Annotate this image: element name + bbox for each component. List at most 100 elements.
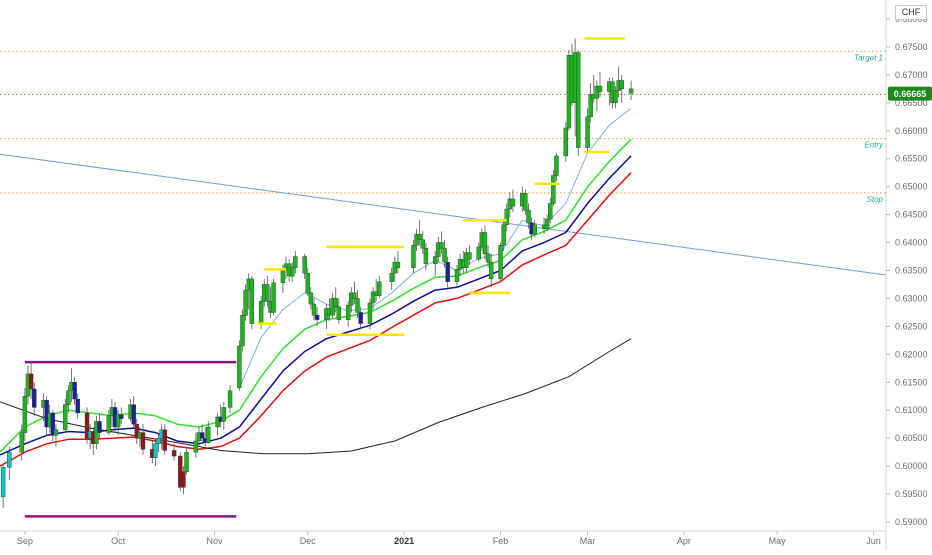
price-tick-label: 0.66000 xyxy=(895,126,928,136)
candle xyxy=(482,225,488,260)
candle xyxy=(395,250,401,274)
candle-body xyxy=(594,85,600,99)
candle-body xyxy=(63,404,68,430)
candle xyxy=(554,153,559,182)
candle-body xyxy=(345,304,351,320)
candles-layer xyxy=(0,38,634,509)
candle-body xyxy=(370,291,376,304)
candle-body xyxy=(563,127,568,157)
candle xyxy=(420,231,425,254)
candle xyxy=(249,276,255,330)
candle xyxy=(423,242,429,271)
candle-body xyxy=(482,232,488,254)
time-tick-label: Apr xyxy=(677,536,691,546)
candle xyxy=(526,203,531,229)
candle xyxy=(50,410,56,441)
candle xyxy=(72,376,77,405)
candle-body xyxy=(349,292,354,306)
candle xyxy=(585,108,590,154)
price-tick-label: 0.60500 xyxy=(895,433,928,443)
candle xyxy=(22,387,28,441)
time-tick-label: Mar xyxy=(580,536,596,546)
price-tick-label: 0.62000 xyxy=(895,349,928,359)
candle-body xyxy=(184,451,189,472)
candle xyxy=(271,278,276,316)
candle-body xyxy=(119,414,124,419)
candle xyxy=(119,407,124,425)
candle-body xyxy=(333,298,338,308)
candle xyxy=(240,309,245,352)
candle-body xyxy=(293,256,298,268)
candle xyxy=(433,250,438,277)
price-tick-label: 0.63500 xyxy=(895,266,928,276)
candle-body xyxy=(336,306,342,320)
candle-body xyxy=(271,282,276,313)
candle-body xyxy=(436,242,441,257)
candle-body xyxy=(206,426,211,443)
candle xyxy=(221,401,227,430)
price-axis[interactable]: 0.680000.675000.670000.665000.660000.655… xyxy=(885,0,932,550)
candle xyxy=(510,189,516,212)
candle-body xyxy=(308,292,314,305)
time-tick-label: Oct xyxy=(111,536,126,546)
candle-body xyxy=(193,440,199,453)
currency-label: CHF xyxy=(895,5,927,20)
price-tick-label: 0.62500 xyxy=(895,321,928,331)
candle xyxy=(131,396,136,427)
candle xyxy=(193,432,199,458)
price-tick-label: 0.60000 xyxy=(895,461,928,471)
time-tick-label: May xyxy=(769,536,787,546)
candle xyxy=(467,245,472,265)
candle xyxy=(0,463,6,509)
candle-body xyxy=(66,390,71,405)
candle-body xyxy=(467,252,472,260)
candle-body xyxy=(417,233,422,240)
candle xyxy=(551,169,556,207)
candle-body xyxy=(389,273,394,282)
candle xyxy=(115,410,121,436)
candle-body xyxy=(464,252,469,268)
price-tick-label: 0.64000 xyxy=(895,238,928,248)
candle xyxy=(31,382,37,416)
candle xyxy=(576,49,581,156)
candle-body xyxy=(352,292,357,299)
candle-body xyxy=(221,407,227,422)
moving-averages-layer xyxy=(0,108,632,467)
candle-body xyxy=(199,432,205,439)
candle xyxy=(445,256,450,288)
candle-body xyxy=(551,175,556,204)
candle xyxy=(7,446,12,481)
candle-body xyxy=(504,208,509,225)
candle xyxy=(206,421,211,444)
markers-layer xyxy=(24,37,625,518)
level-label: Target 1 xyxy=(854,53,883,62)
candle-body xyxy=(50,412,56,436)
candle-body xyxy=(106,415,112,433)
candle xyxy=(548,197,553,223)
price-tick-label: 0.65500 xyxy=(895,154,928,164)
candle xyxy=(523,189,528,215)
candle-body xyxy=(358,312,363,324)
candle xyxy=(597,72,603,98)
candle xyxy=(140,424,146,455)
candle xyxy=(411,239,416,274)
candle-body xyxy=(501,224,506,246)
time-tick-label: Feb xyxy=(493,536,509,546)
candle-body xyxy=(445,261,450,282)
candle-body xyxy=(311,303,317,316)
candle-body xyxy=(302,256,307,274)
candle-body xyxy=(140,432,146,450)
candle-body xyxy=(249,278,255,324)
candle xyxy=(162,424,167,455)
candle xyxy=(358,306,363,330)
candle-body xyxy=(131,404,136,425)
candle xyxy=(588,83,593,123)
candle xyxy=(75,393,80,419)
candle xyxy=(171,443,177,461)
candle-body xyxy=(290,267,295,277)
candle-body xyxy=(433,256,438,264)
time-tick-label: Sep xyxy=(17,536,33,546)
time-axis[interactable]: Sep Oct Nov Dec 2021 Feb Mar Apr May Jun xyxy=(0,530,886,546)
